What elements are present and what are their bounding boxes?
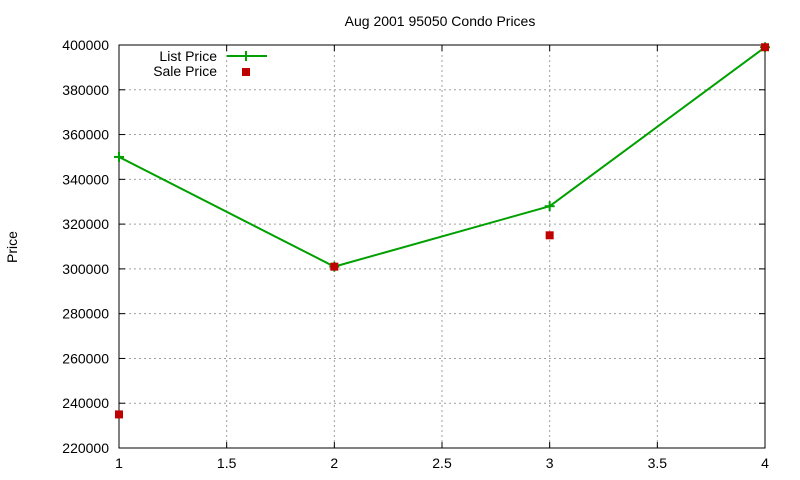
- legend-entry-list-price: List Price: [159, 48, 267, 64]
- chart-title: Aug 2001 95050 Condo Prices: [345, 13, 536, 29]
- grid: [119, 45, 765, 448]
- legend-label-list-price: List Price: [159, 48, 217, 64]
- x-tick-label: 3: [546, 455, 554, 471]
- x-tick-label: 3.5: [648, 455, 668, 471]
- series-line: [118, 46, 766, 268]
- y-tick-label: 260000: [62, 350, 109, 366]
- x-tick-label: 2: [330, 455, 338, 471]
- x-tick-label: 2.5: [432, 455, 452, 471]
- y-tick-label: 320000: [62, 216, 109, 232]
- legend-label-sale-price: Sale Price: [153, 63, 217, 79]
- y-tick-label: 280000: [62, 306, 109, 322]
- x-tick-label: 4: [761, 455, 769, 471]
- y-tick-label: 400000: [62, 37, 109, 53]
- y-tick-label: 360000: [62, 127, 109, 143]
- data-point-square: [115, 410, 123, 419]
- y-tick-label: 300000: [62, 261, 109, 277]
- legend-marker-list-price: [241, 51, 251, 61]
- legend-entry-sale-price: Sale Price: [153, 63, 250, 79]
- y-tick-label: 340000: [62, 171, 109, 187]
- data-point-plus: [114, 151, 124, 162]
- y-tick-label: 240000: [62, 395, 109, 411]
- ticks: 2200002400002600002800003000003200003400…: [62, 37, 769, 471]
- y-axis-label: Price: [4, 231, 20, 263]
- x-tick-label: 1.5: [217, 455, 237, 471]
- data-point-square: [761, 43, 769, 52]
- x-tick-label: 1: [115, 455, 123, 471]
- series-sale-price: [115, 43, 769, 419]
- data-point-square: [545, 231, 554, 240]
- legend: List Price Sale Price: [153, 48, 267, 79]
- legend-marker-sale-price: [242, 68, 250, 76]
- data-point-plus: [544, 201, 555, 212]
- y-tick-label: 380000: [62, 82, 109, 98]
- series-layer: [114, 42, 770, 419]
- y-tick-label: 220000: [62, 440, 109, 456]
- data-point-square: [330, 262, 339, 271]
